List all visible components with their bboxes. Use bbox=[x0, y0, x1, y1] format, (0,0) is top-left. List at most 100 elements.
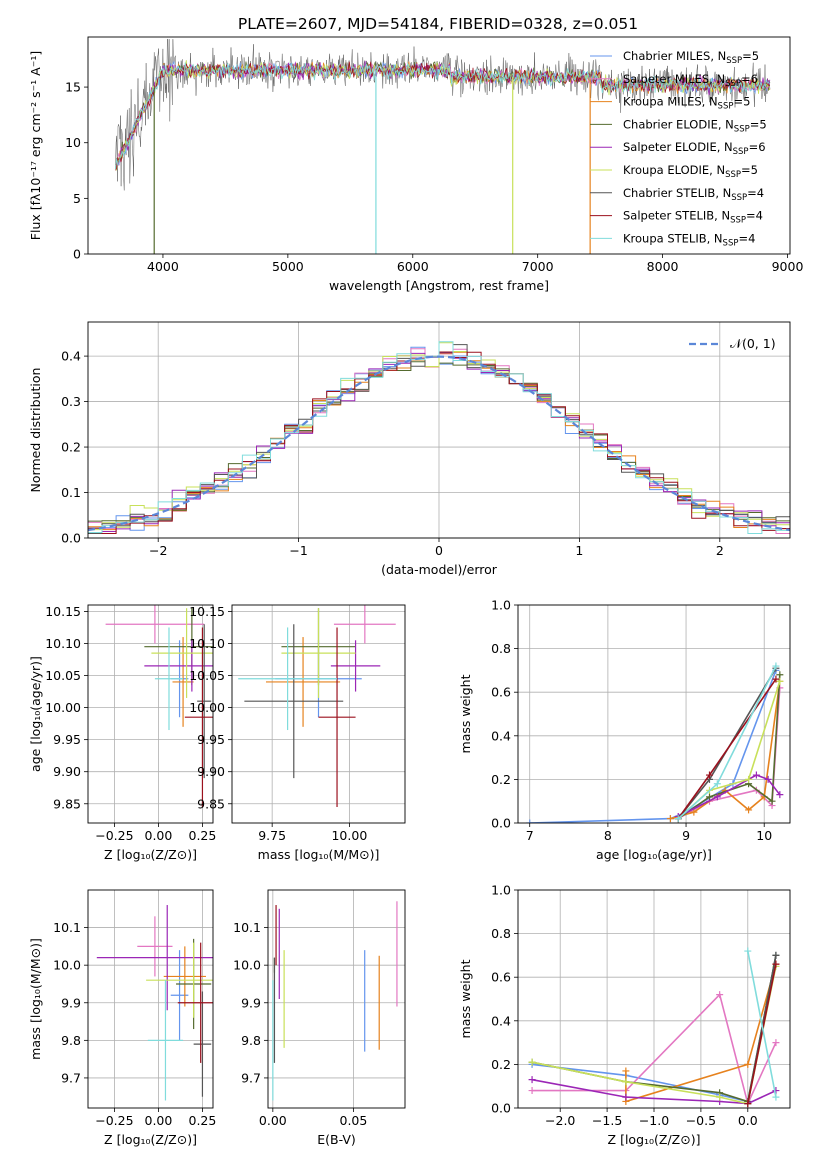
x-tick-label: 9000 bbox=[772, 259, 804, 274]
y-tick-label: 1.0 bbox=[491, 883, 511, 898]
plot-area-mass_vs_EBV bbox=[272, 901, 398, 1101]
x-tick-label: 4000 bbox=[147, 259, 179, 274]
y-tick-label: 5 bbox=[73, 191, 81, 206]
plot-area-residuals bbox=[88, 341, 790, 534]
series-marker bbox=[666, 815, 674, 823]
x-tick-label: 9 bbox=[682, 828, 690, 843]
errorbar-point-9 bbox=[154, 627, 184, 731]
series-marker bbox=[716, 1093, 724, 1101]
errorbar-point-7 bbox=[197, 624, 212, 779]
panel-massweight_vs_age: 7 8 9 10 0.0 0.2 0.4 0.6 0.8 1.0 age [log₁₀(age/yr… bbox=[458, 598, 791, 862]
spectrum-legend: Chabrier MILES, NSSP=5 Salpeter MILES, NS… bbox=[590, 49, 767, 248]
series-marker bbox=[713, 793, 721, 801]
series-marker bbox=[528, 1076, 536, 1084]
series-marker bbox=[705, 793, 713, 801]
legend-label: Chabrier ELODIE, NSSP=5 bbox=[623, 117, 767, 134]
y-tick-label: 9.95 bbox=[197, 732, 225, 747]
errorbar-point-8 bbox=[318, 627, 356, 807]
series-line-9 bbox=[747, 950, 777, 1098]
series-marker bbox=[772, 662, 780, 670]
series-marker bbox=[690, 808, 698, 816]
legend-label: Salpeter ELODIE, NSSP=6 bbox=[623, 140, 766, 157]
y-tick-label: 0.4 bbox=[491, 728, 511, 743]
y-tick-label: 0.8 bbox=[491, 926, 511, 941]
series-marker bbox=[776, 677, 784, 685]
x-tick-label: 5000 bbox=[272, 259, 304, 274]
axes-frame bbox=[87, 889, 214, 1109]
y-tick-label: 10.1 bbox=[53, 920, 81, 935]
errorbar-point-2 bbox=[105, 605, 205, 644]
y-tick-label: 10.10 bbox=[189, 636, 225, 651]
series-marker bbox=[744, 1100, 752, 1108]
plot-area-age_vs_Z bbox=[105, 605, 213, 807]
y-tick-label: 10.0 bbox=[233, 958, 261, 973]
x-tick-label: 0.25 bbox=[189, 1113, 217, 1128]
y-tick-label: 10.0 bbox=[53, 958, 81, 973]
series-marker bbox=[776, 791, 784, 799]
y-tick-label: 10.1 bbox=[233, 920, 261, 935]
y-tick-label: 0.8 bbox=[491, 641, 511, 656]
series-marker bbox=[622, 1078, 630, 1086]
series-marker bbox=[745, 806, 753, 814]
series-marker bbox=[674, 815, 682, 823]
x-tick-label: 9.75 bbox=[258, 828, 286, 843]
errorbar-point-5 bbox=[330, 640, 381, 692]
y-tick-label: 10.05 bbox=[45, 668, 81, 683]
y-axis-label: mass [log₁₀(M/M⊙)] bbox=[28, 938, 43, 1060]
series-marker bbox=[528, 1058, 536, 1066]
y-tick-label: 10.05 bbox=[189, 668, 225, 683]
axes-frame bbox=[267, 889, 406, 1109]
series-marker bbox=[716, 991, 724, 999]
series-marker bbox=[752, 771, 760, 779]
series-line-8 bbox=[747, 963, 777, 1104]
x-tick-label: −1 bbox=[289, 543, 307, 558]
y-tick-label: 10 bbox=[65, 135, 81, 150]
errorbar-point-6 bbox=[281, 608, 356, 698]
errorbar-point-9 bbox=[147, 980, 184, 1101]
errorbar-point-3 bbox=[172, 637, 194, 727]
axes-frame bbox=[87, 321, 791, 539]
y-tick-label: 0.0 bbox=[61, 531, 81, 546]
x-tick-label: 8000 bbox=[647, 259, 679, 274]
y-tick-label: 9.85 bbox=[53, 796, 81, 811]
series-line-3 bbox=[670, 681, 781, 820]
legend-label: Kroupa MILES, NSSP=5 bbox=[623, 95, 750, 112]
y-tick-label: 0.0 bbox=[491, 816, 511, 831]
series-marker bbox=[772, 1093, 780, 1101]
y-axis-label: Normed distribution bbox=[28, 368, 43, 493]
axes-frame bbox=[87, 604, 214, 824]
y-tick-label: 9.8 bbox=[61, 1033, 81, 1048]
y-axis-label: mass weight bbox=[458, 959, 473, 1038]
plot-area-spectrum bbox=[115, 38, 771, 254]
y-tick-label: 9.9 bbox=[61, 995, 81, 1010]
panels: 4000 5000 6000 7000 8000 9000051015wavelength… bbox=[28, 36, 804, 1147]
x-tick-label: 8 bbox=[604, 828, 612, 843]
y-tick-label: 0.1 bbox=[61, 485, 81, 500]
series-marker bbox=[776, 671, 784, 679]
x-axis-label: wavelength [Angstrom, rest frame] bbox=[329, 278, 549, 293]
y-tick-label: 9.95 bbox=[53, 732, 81, 747]
y-tick-label: 0.4 bbox=[61, 349, 81, 364]
x-tick-label: −1.0 bbox=[639, 1113, 669, 1128]
errorbar-point-3 bbox=[163, 946, 206, 1007]
legend-label: Kroupa ELODIE, NSSP=5 bbox=[623, 163, 758, 180]
errorbar-point-2 bbox=[333, 605, 396, 644]
y-axis-label: age [log₁₀(age/yr)] bbox=[28, 656, 43, 772]
histogram-9 bbox=[88, 341, 790, 534]
y-tick-label: 1.0 bbox=[491, 598, 511, 613]
axes-frame bbox=[231, 604, 406, 824]
errorbar-point-8 bbox=[184, 627, 213, 807]
x-tick-label: 0.0 bbox=[738, 1113, 758, 1128]
x-axis-label: mass [log₁₀(M/M⊙)] bbox=[258, 847, 380, 862]
plot-area-massweight_vs_age bbox=[526, 662, 784, 823]
y-tick-label: 0.4 bbox=[491, 1013, 511, 1028]
y-tick-label: 10.10 bbox=[45, 636, 81, 651]
panel-mass_vs_EBV: 0.00 0.05 9.7 9.8 9.9 10.0 10.1 E(B-V) bbox=[233, 889, 406, 1147]
x-tick-label: 1 bbox=[575, 543, 583, 558]
series-marker bbox=[772, 1087, 780, 1095]
y-tick-label: 9.9 bbox=[241, 995, 261, 1010]
legend-label: Chabrier MILES, NSSP=5 bbox=[623, 49, 759, 66]
x-tick-label: −0.5 bbox=[686, 1113, 716, 1128]
panel-age_vs_Z: −0.25 0.00 0.25 9.85 9.90 9.95 10.00 10.05 10.10… bbox=[28, 604, 216, 862]
